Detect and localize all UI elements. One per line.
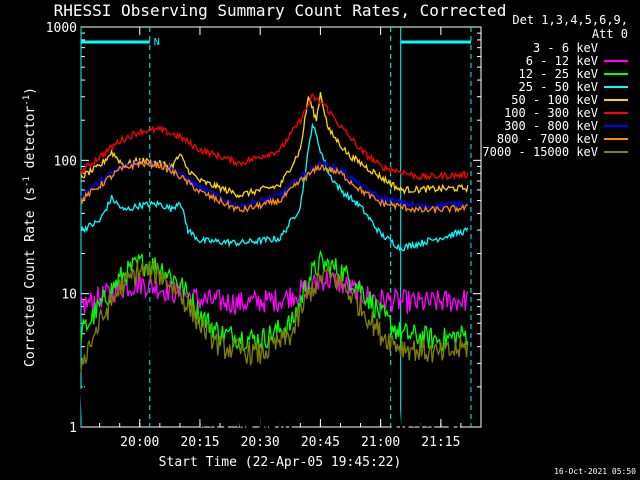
series-line xyxy=(80,249,469,353)
legend-header-line-1: Det 1,3,4,5,6,9, xyxy=(512,13,628,27)
series-line xyxy=(80,261,469,373)
chart-title: RHESSI Observing Summary Count Rates, Co… xyxy=(54,1,507,20)
x-tick-label: 21:15 xyxy=(421,435,460,450)
series-line xyxy=(80,92,469,181)
legend-entry-label: 100 - 300 keV xyxy=(504,106,598,120)
legend-entry-label: 300 - 800 keV xyxy=(504,119,598,133)
legend-entry-label: 7000 - 15000 keV xyxy=(482,145,598,159)
legend-entry-label: 3 - 6 keV xyxy=(533,41,598,55)
y-tick-label: 100 xyxy=(54,154,77,169)
x-tick-label: 20:15 xyxy=(180,435,219,450)
x-tick-label: 21:00 xyxy=(361,435,400,450)
series-line xyxy=(80,122,469,252)
legend-entry-label: 6 - 12 keV xyxy=(526,54,598,68)
y-axis-label: Corrected Count Rate (s-1 detector-1) xyxy=(22,87,38,367)
x-tick-label: 20:00 xyxy=(120,435,159,450)
flag-bars: N xyxy=(80,27,472,427)
saa-marker-label: N xyxy=(154,37,160,48)
footer-date: 16-Oct-2021 05:50 xyxy=(554,467,636,476)
series-line xyxy=(80,270,469,315)
series-line xyxy=(80,272,469,428)
legend-entry-label: 12 - 25 keV xyxy=(519,67,598,81)
y-tick-label: 1000 xyxy=(46,21,77,36)
series-line xyxy=(80,158,468,214)
legend-header-line-2: Att 0 xyxy=(592,27,628,41)
x-tick-label: 20:30 xyxy=(241,435,280,450)
y-tick-label: 1 xyxy=(69,421,77,436)
y-tick-label: 10 xyxy=(61,288,77,303)
legend-entry-label: 25 - 50 keV xyxy=(519,80,598,94)
x-axis-label: Start Time (22-Apr-05 19:45:22) xyxy=(159,455,402,470)
legend-entry-label: 800 - 7000 keV xyxy=(497,132,598,146)
x-tick-label: 20:45 xyxy=(301,435,340,450)
plot-frame xyxy=(80,26,482,428)
series-lines xyxy=(80,91,469,428)
legend-entry-label: 50 - 100 keV xyxy=(511,93,598,107)
series-line xyxy=(80,91,469,199)
axis-ticks: 20:00 20:15 20:30 20:45 21:00 21:15 1 10 100 1000 xyxy=(46,21,482,450)
